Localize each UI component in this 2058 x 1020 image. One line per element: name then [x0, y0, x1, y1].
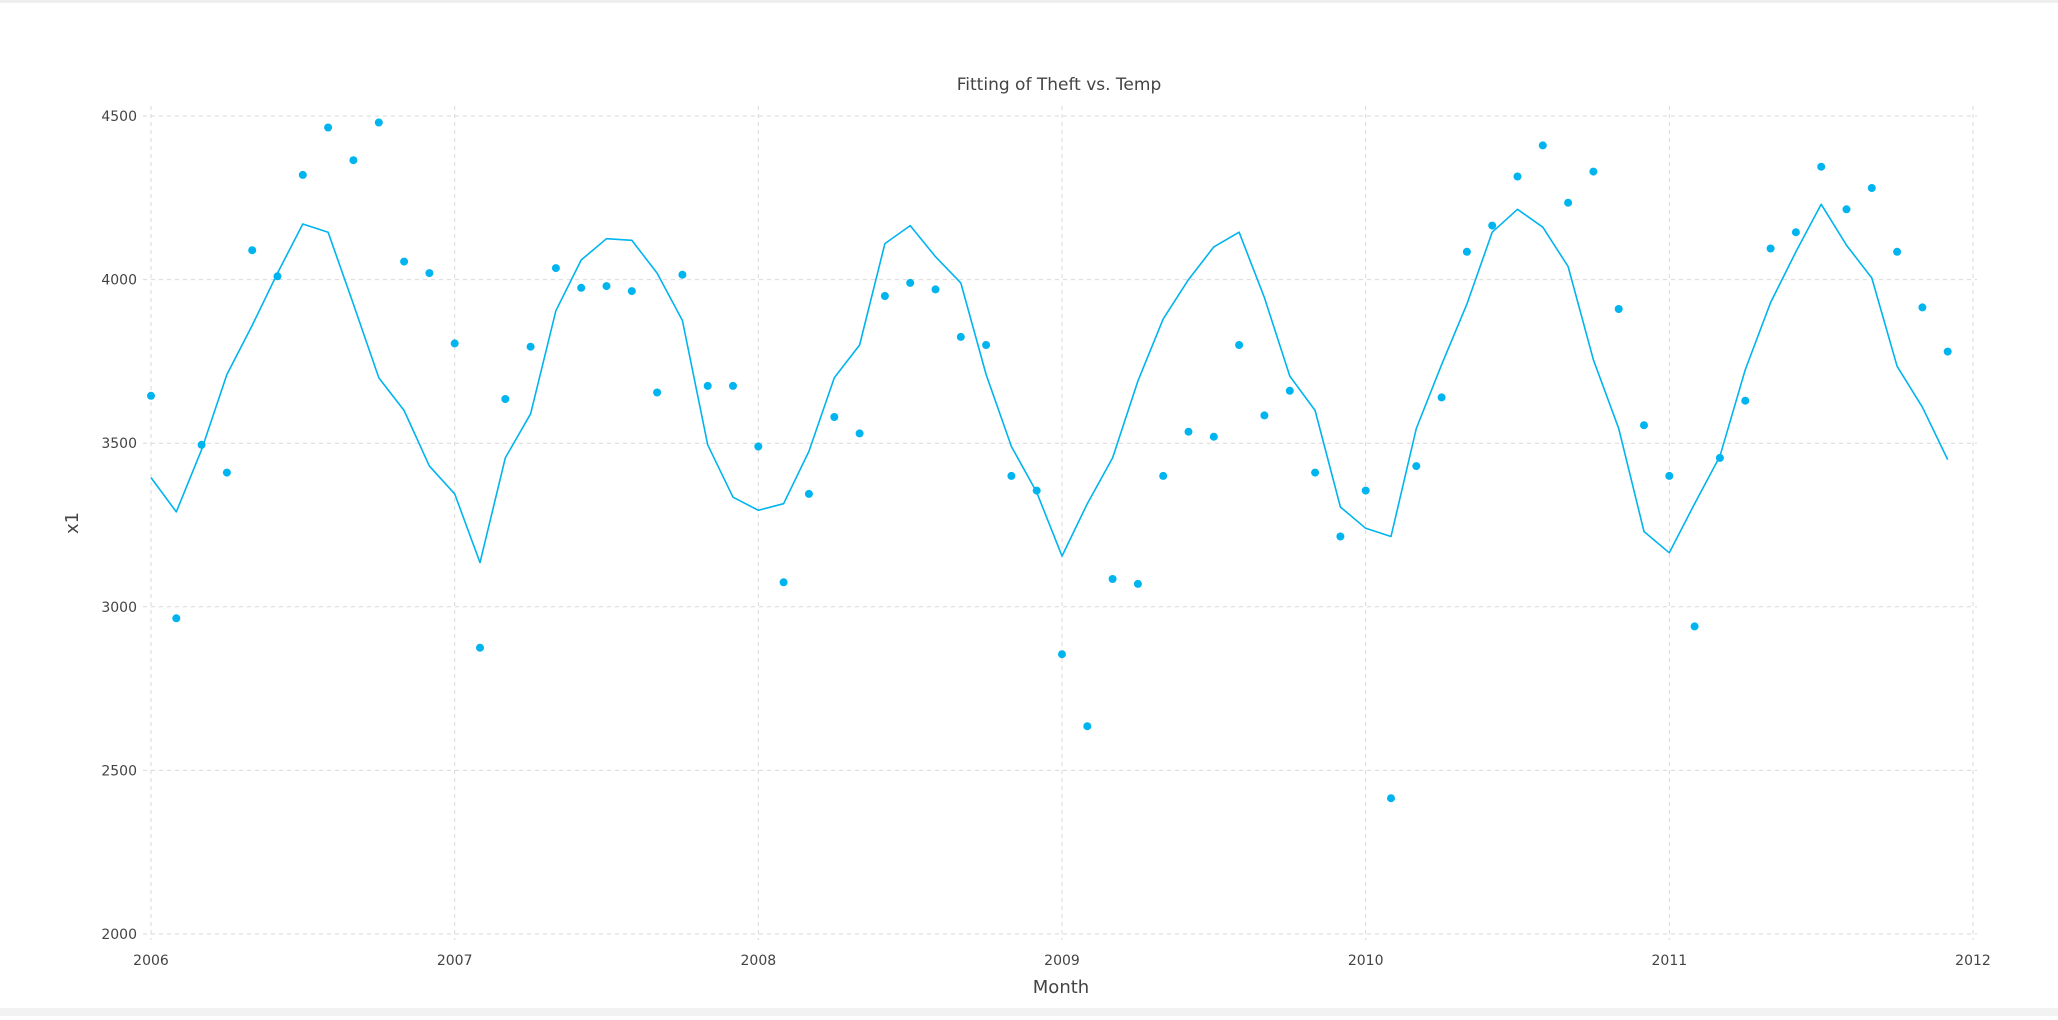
fit-line	[150, 203, 1949, 564]
data-point	[703, 381, 712, 390]
data-point	[1741, 396, 1750, 405]
data-point	[627, 287, 636, 296]
data-point	[450, 339, 459, 348]
data-point	[1209, 432, 1218, 441]
data-point	[197, 440, 206, 449]
data-point	[880, 292, 889, 300]
x-tick-label: 2010	[1348, 953, 1384, 969]
data-point	[1083, 722, 1092, 731]
data-point	[1538, 141, 1547, 150]
x-tick-label: 2008	[741, 953, 777, 969]
data-point	[273, 272, 282, 281]
data-point	[1032, 486, 1041, 495]
y-tick-label: 4500	[101, 109, 137, 125]
data-point	[1690, 622, 1699, 631]
data-point	[172, 614, 181, 623]
x-tick-label: 2012	[1955, 953, 1991, 969]
fit-line-layer	[150, 203, 1949, 564]
data-point	[1007, 471, 1016, 480]
data-point	[1437, 393, 1446, 402]
data-point	[855, 429, 864, 438]
axes: 2006 2007 2008 2009 2010 2011 2012 2000 2500 3000…	[101, 109, 1990, 969]
data-point	[349, 156, 358, 165]
data-point	[678, 270, 687, 279]
data-point	[1387, 794, 1395, 803]
data-point	[1918, 303, 1927, 312]
data-point	[1235, 341, 1244, 349]
data-point	[1412, 462, 1421, 471]
chart-title: Fitting of Theft vs. Temp	[957, 75, 1161, 95]
data-point	[1842, 205, 1851, 214]
y-axis-title: x1	[62, 512, 83, 534]
data-point	[400, 257, 409, 266]
data-point	[1564, 198, 1573, 207]
data-point	[1336, 532, 1345, 541]
data-point	[1766, 244, 1775, 253]
data-point	[1285, 386, 1294, 395]
data-point	[1614, 305, 1623, 313]
x-tick-label: 2009	[1044, 953, 1080, 969]
data-point	[1665, 471, 1674, 480]
data-point	[248, 246, 257, 255]
data-point	[1462, 247, 1471, 256]
data-point	[779, 578, 788, 587]
data-point	[1715, 453, 1724, 462]
x-tick-label: 2011	[1652, 953, 1688, 969]
data-point	[1589, 167, 1598, 176]
data-point	[1184, 427, 1193, 436]
data-point	[324, 123, 333, 132]
y-tick-label: 2500	[101, 763, 137, 779]
data-point	[147, 391, 155, 400]
data-point	[1311, 468, 1320, 477]
data-point	[956, 332, 965, 341]
data-point	[982, 341, 991, 349]
data-point	[1867, 184, 1876, 192]
data-point	[476, 643, 484, 652]
data-point	[1791, 228, 1800, 237]
data-point	[931, 285, 940, 294]
x-tick-label: 2007	[437, 953, 473, 969]
data-point	[1159, 471, 1168, 480]
data-point	[425, 269, 434, 278]
data-point	[653, 388, 662, 397]
top-border	[0, 0, 2058, 3]
data-point	[526, 342, 535, 351]
data-point	[1133, 579, 1142, 588]
data-point	[830, 413, 839, 421]
data-point	[729, 381, 737, 390]
data-point	[906, 278, 915, 287]
data-point	[374, 118, 383, 127]
data-point	[222, 468, 231, 477]
data-point	[1488, 221, 1497, 230]
x-axis-title: Month	[1033, 977, 1089, 998]
data-point	[298, 170, 307, 179]
data-point	[1893, 247, 1902, 256]
y-tick-label: 3500	[101, 436, 137, 452]
scatter-layer	[147, 118, 1952, 803]
grid	[143, 106, 1977, 940]
data-point	[577, 283, 586, 292]
data-point	[602, 282, 611, 291]
data-point	[1640, 421, 1648, 430]
data-point	[804, 489, 813, 498]
x-tick-label: 2006	[133, 953, 169, 969]
data-point	[1260, 411, 1269, 420]
data-point	[501, 395, 510, 403]
data-point	[1817, 162, 1826, 171]
data-point	[1361, 486, 1370, 495]
y-tick-label: 4000	[101, 273, 137, 289]
data-point	[1513, 172, 1522, 181]
data-point	[1058, 650, 1066, 659]
data-point	[754, 442, 763, 451]
data-point	[1943, 347, 1952, 356]
data-point	[551, 264, 560, 273]
y-tick-label: 2000	[101, 927, 137, 943]
y-tick-label: 3000	[101, 600, 137, 616]
bottom-band	[0, 1008, 2058, 1016]
data-point	[1108, 575, 1117, 583]
